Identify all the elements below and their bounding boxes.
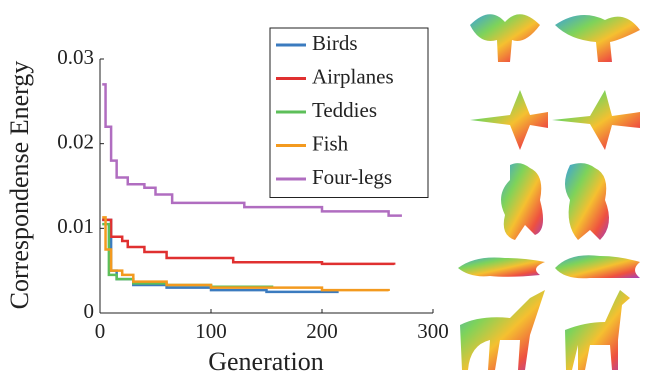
legend-label: Birds bbox=[312, 31, 358, 55]
y-tick-label: 0.03 bbox=[57, 45, 94, 69]
shape-thumbnails bbox=[458, 14, 640, 370]
y-axis-label: Correspondense Energy bbox=[5, 61, 34, 310]
legend-label: Airplanes bbox=[312, 64, 394, 88]
legend-label: Fish bbox=[312, 131, 349, 155]
series-line bbox=[102, 224, 272, 288]
series-line bbox=[102, 220, 394, 265]
y-tick-label: 0.01 bbox=[57, 214, 94, 238]
series-line bbox=[102, 217, 388, 291]
legend-label: Teddies bbox=[312, 98, 377, 122]
x-tick-label: 100 bbox=[195, 319, 227, 343]
y-tick-label: 0.02 bbox=[57, 129, 94, 153]
y-tick-label: 0 bbox=[84, 299, 95, 323]
figure: Generation Correspondense Energy 0 100 200… bbox=[0, 0, 647, 379]
x-tick-label: 0 bbox=[95, 319, 106, 343]
x-tick-label: 300 bbox=[417, 319, 449, 343]
x-tick-label: 200 bbox=[306, 319, 338, 343]
legend-label: Four-legs bbox=[312, 165, 392, 189]
x-axis-label: Generation bbox=[208, 347, 324, 376]
